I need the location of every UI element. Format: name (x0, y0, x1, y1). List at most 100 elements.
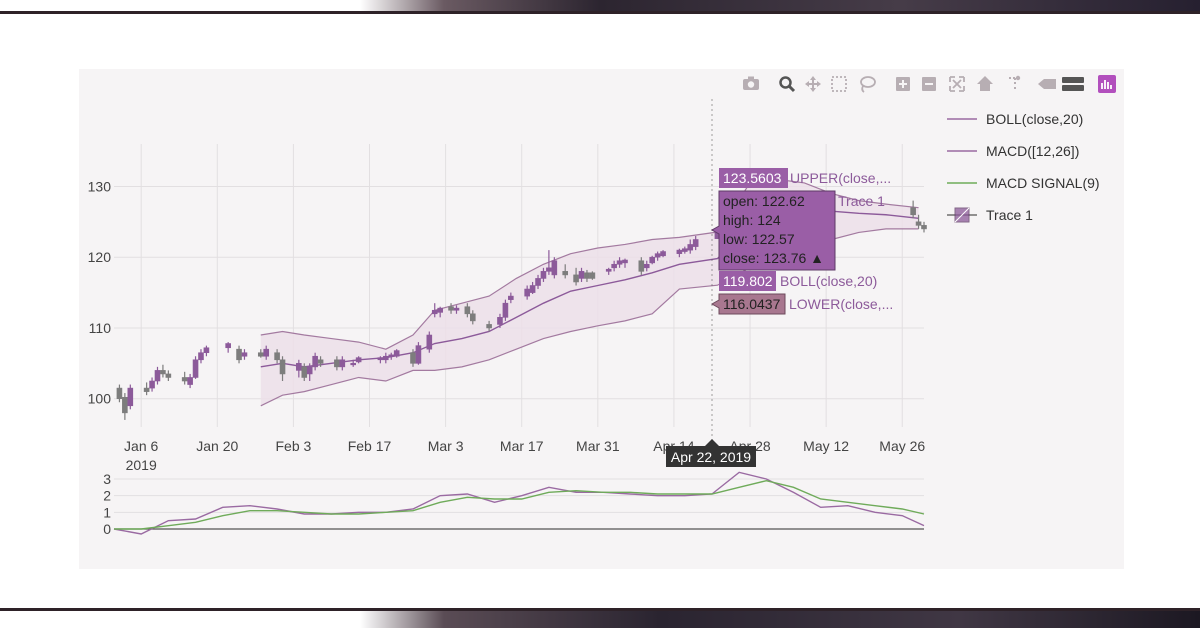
pan-icon[interactable] (805, 76, 821, 92)
candle[interactable] (540, 267, 547, 282)
candle-body (296, 363, 302, 371)
candle[interactable] (546, 250, 552, 275)
candle[interactable] (149, 377, 155, 392)
candle[interactable] (198, 349, 204, 364)
boll-label-text: BOLL(close,20) (780, 273, 877, 289)
candle[interactable] (377, 356, 384, 364)
candle[interactable] (611, 260, 617, 272)
candle[interactable] (154, 366, 161, 385)
candle[interactable] (486, 320, 492, 332)
zoom-out-icon[interactable] (922, 77, 936, 91)
candle[interactable] (508, 292, 514, 304)
candle[interactable] (589, 271, 596, 280)
candle[interactable] (502, 299, 509, 321)
candle[interactable] (638, 257, 645, 275)
hover-closest-icon[interactable] (1038, 79, 1056, 89)
candle-body (546, 267, 552, 272)
candle[interactable] (192, 356, 199, 379)
candle[interactable] (497, 313, 503, 328)
candle[interactable] (312, 352, 318, 371)
candle[interactable] (225, 342, 231, 353)
candle[interactable] (605, 267, 612, 275)
candle[interactable] (649, 255, 655, 265)
x-tick-label: Feb 3 (275, 438, 311, 454)
ohlc-box (710, 190, 836, 271)
candle[interactable] (122, 393, 128, 420)
legend-item[interactable]: MACD SIGNAL(9) (947, 175, 1100, 191)
candle[interactable] (551, 257, 558, 279)
candle[interactable] (415, 342, 422, 365)
candle[interactable] (616, 257, 623, 268)
candle[interactable] (682, 246, 688, 254)
candle[interactable] (910, 200, 916, 219)
candle[interactable] (562, 264, 569, 279)
candle[interactable] (355, 356, 362, 364)
candle-body (431, 309, 438, 315)
candle[interactable] (339, 356, 346, 371)
candle[interactable] (529, 281, 536, 294)
candle[interactable] (584, 269, 590, 282)
candle[interactable] (692, 235, 699, 251)
zoom-icon[interactable] (779, 76, 796, 93)
candle[interactable] (464, 303, 471, 318)
candle[interactable] (165, 370, 172, 382)
candle[interactable] (535, 274, 541, 290)
candle[interactable] (524, 285, 530, 300)
candle[interactable] (453, 305, 460, 314)
candle[interactable] (676, 248, 683, 258)
candle[interactable] (241, 349, 248, 360)
candle[interactable] (448, 303, 454, 314)
candle[interactable] (279, 356, 286, 382)
lasso-icon[interactable] (860, 76, 876, 93)
autoscale-icon[interactable] (949, 76, 965, 92)
candle[interactable] (469, 310, 476, 325)
candle[interactable] (573, 267, 579, 286)
legend-item[interactable]: BOLL(close,20) (947, 111, 1083, 127)
candle[interactable] (915, 214, 922, 229)
candle[interactable] (236, 345, 242, 364)
candle[interactable] (160, 364, 166, 378)
candle[interactable] (257, 349, 264, 358)
candle[interactable] (643, 260, 650, 272)
candle[interactable] (687, 239, 694, 254)
legend[interactable]: BOLL(close,20) MACD([12,26]) MACD SIGNAL(9… (947, 111, 1100, 223)
plotly-logo-icon[interactable] (1098, 75, 1116, 93)
candle[interactable] (431, 303, 438, 318)
legend-item[interactable]: Trace 1 (947, 207, 1033, 223)
zoom-in-icon[interactable] (896, 77, 910, 91)
candle[interactable] (388, 352, 395, 360)
legend-item[interactable]: MACD([12,26]) (947, 143, 1079, 159)
candle[interactable] (143, 382, 150, 396)
ohlc-open-text: open: 122.62 (723, 193, 805, 209)
box-select-icon[interactable] (831, 76, 847, 92)
candle[interactable] (187, 373, 193, 389)
candle[interactable] (181, 371, 188, 385)
macd-series-line (114, 479, 925, 530)
candle[interactable] (301, 363, 308, 382)
candle[interactable] (578, 267, 585, 282)
candle[interactable] (426, 331, 433, 353)
reset-axes-icon[interactable] (977, 76, 993, 91)
candle[interactable] (921, 221, 927, 233)
candle[interactable] (334, 356, 340, 371)
candle[interactable] (263, 345, 270, 360)
candle[interactable] (306, 363, 313, 382)
candle[interactable] (654, 251, 661, 261)
candle[interactable] (410, 349, 416, 367)
candle[interactable] (660, 250, 666, 258)
spike-lines-icon[interactable] (1009, 75, 1021, 90)
candle[interactable] (127, 384, 134, 410)
candle[interactable] (116, 384, 123, 403)
candle[interactable] (203, 345, 210, 357)
candle[interactable] (274, 349, 280, 364)
hover-compare-icon[interactable] (1062, 77, 1084, 91)
candle[interactable] (393, 349, 400, 358)
candle[interactable] (437, 306, 443, 318)
candle[interactable] (622, 258, 628, 268)
candle[interactable] (296, 359, 302, 378)
candle[interactable] (317, 356, 324, 367)
camera-icon[interactable] (743, 76, 759, 91)
candle[interactable] (383, 352, 389, 364)
candle-body (921, 225, 927, 230)
candle[interactable] (350, 359, 356, 367)
